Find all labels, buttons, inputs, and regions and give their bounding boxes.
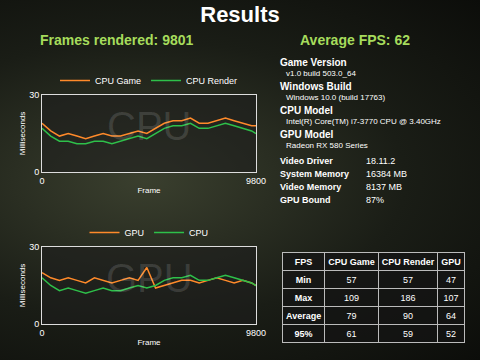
html-text:Average FPS: 62: Average FPS: 62 [300,32,410,48]
svg-text:9800: 9800 [246,328,266,338]
svg-text:0: 0 [39,328,44,338]
html-text:95%: 95% [294,328,313,339]
svg-text:Frame: Frame [137,186,161,195]
html-text:64: 64 [446,310,456,321]
html-text:8137 MB: 8137 MB [366,182,402,192]
html-text:Video Driver: Video Driver [280,156,333,166]
svg-text:GPU: GPU [106,256,193,300]
html-text:GPU: GPU [441,256,461,267]
html-text:Radeon RX 580 Series: Radeon RX 580 Series [286,141,368,150]
html-text:CPU Game: CPU Game [328,256,375,267]
html-text:Frames rendered: 9801: Frames rendered: 9801 [40,32,194,48]
html-text:Windows Build: Windows Build [280,81,352,92]
svg-text:9800: 9800 [246,176,266,186]
html-text:79: 79 [346,310,357,321]
html-text:47: 47 [446,274,456,285]
html-text:Average: Average [286,310,322,321]
html-text:v1.0 build 503.0_64: v1.0 build 503.0_64 [286,69,356,78]
html-text:107: 107 [443,292,459,303]
svg-text:30: 30 [29,90,39,100]
html-text:109: 109 [343,292,359,303]
svg-text:CPU Render: CPU Render [186,76,237,86]
html-text:Video Memory: Video Memory [280,182,342,192]
html-text:186: 186 [400,292,416,303]
html-text:18.11.2: 18.11.2 [366,156,396,166]
html-text:52: 52 [446,328,456,339]
svg-text:GPU: GPU [125,228,145,238]
svg-text:0: 0 [39,176,44,186]
html-text:Max: Max [294,292,313,303]
html-text:57: 57 [403,274,413,285]
html-text:Game Version: Game Version [280,57,347,68]
html-text:CPU Render: CPU Render [381,256,435,267]
svg-text:CPU: CPU [189,228,208,238]
html-text:FPS: FPS [294,256,313,267]
html-text:87%: 87% [366,195,384,205]
html-text:16384 MB: 16384 MB [366,169,407,179]
html-text:Results: Results [200,2,280,27]
html-text:57: 57 [346,274,357,285]
html-text:System Memory: System Memory [280,169,349,179]
html-text:Min: Min [295,274,312,285]
svg-text:0: 0 [34,167,39,177]
html-text:Intel(R) Core(TM) i7-3770 CPU: Intel(R) Core(TM) i7-3770 CPU @ 3.40GHz [286,117,441,126]
svg-text:Milliseconds: Milliseconds [18,112,27,156]
svg-text:CPU: CPU [107,104,191,148]
html-text:59: 59 [403,328,413,339]
html-text:GPU Bound: GPU Bound [280,195,331,205]
html-text:GPU Model: GPU Model [280,129,334,140]
svg-text:Milliseconds: Milliseconds [18,264,27,308]
html-text:61: 61 [346,328,357,339]
html-text:CPU Model: CPU Model [280,105,333,116]
svg-text:CPU Game: CPU Game [95,76,141,86]
svg-text:Frame: Frame [137,338,161,347]
html-text:Windows 10.0 (build 17763): Windows 10.0 (build 17763) [286,93,386,102]
svg-text:0: 0 [34,319,39,329]
svg-text:30: 30 [29,242,39,252]
html-text:90: 90 [403,310,413,321]
